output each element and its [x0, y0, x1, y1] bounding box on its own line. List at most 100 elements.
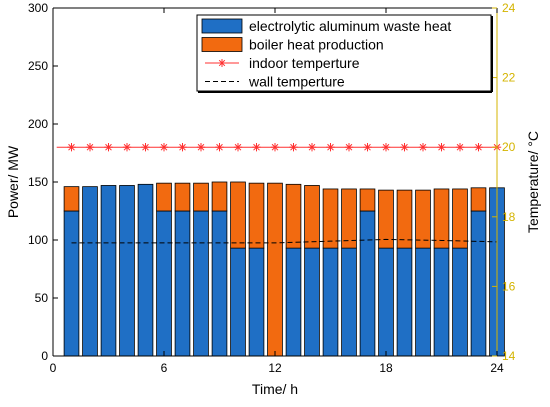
indoor-temperature-marker-5 [141, 143, 150, 152]
bar-waste-heat-13 [285, 247, 302, 357]
legend-item-boiler: boiler heat production [201, 37, 384, 53]
bar-boiler-17 [359, 188, 376, 212]
y-tick-label: 300 [28, 1, 48, 15]
indoor-temperature-marker-2 [85, 143, 95, 152]
wall-temperature-line [71, 238, 498, 244]
y-tick-label: 200 [28, 117, 48, 131]
bar-boiler-15 [322, 188, 339, 249]
indoor-temperature-marker-23 [474, 143, 483, 152]
bar-waste-heat-18 [378, 247, 394, 357]
y-tick-label: 50 [35, 291, 49, 305]
bar-boiler-11 [248, 182, 265, 249]
x-tick-label: 0 [50, 361, 57, 375]
bar-boiler-22 [452, 188, 468, 249]
indoor-temperature-marker-20 [418, 143, 428, 152]
indoor-temperature-marker-10 [233, 143, 243, 152]
bar-waste-heat-3 [100, 185, 117, 357]
y2-tick-label: 20 [502, 140, 516, 154]
indoor-temperature-marker-13 [289, 143, 298, 152]
legend-item-wall-temperature: wall temperture [205, 74, 345, 90]
x-tick-label: 18 [379, 361, 393, 375]
bar-boiler-6 [156, 182, 172, 212]
bar-waste-heat-4 [119, 185, 135, 357]
y2-tick-label: 18 [502, 210, 516, 224]
y-tick-label: 100 [28, 233, 48, 247]
bar-waste-heat-2 [82, 186, 98, 357]
legend-label-waste-heat: electrolytic aluminum waste heat [249, 18, 451, 34]
y2-tick-label: 16 [502, 279, 516, 293]
bar-waste-heat-5 [137, 183, 154, 357]
y-tick-label: 250 [28, 59, 48, 73]
indoor-temperature-marker-19 [400, 143, 409, 152]
indoor-temperature-marker-21 [437, 143, 446, 152]
legend-swatch-boiler [201, 37, 243, 52]
bar-waste-heat-6 [156, 210, 172, 357]
indoor-temperature-marker-1 [67, 143, 76, 152]
y-tick-label: 0 [41, 349, 48, 363]
legend-item-waste-heat: electrolytic aluminum waste heat [201, 18, 451, 34]
bar-waste-heat-22 [452, 247, 468, 357]
bar-boiler-9 [211, 181, 228, 212]
y-tick-label: 150 [28, 175, 48, 189]
bar-waste-heat-14 [304, 247, 320, 357]
indoor-temperature-marker-9 [215, 143, 224, 152]
x-tick-label: 24 [490, 361, 504, 375]
bar-boiler-23 [470, 187, 487, 212]
indoor-temperature-marker-18 [381, 143, 391, 152]
indoor-temperature-marker-17 [363, 143, 372, 152]
indoor-temperature-marker-7 [178, 143, 187, 152]
bar-boiler-7 [174, 182, 191, 212]
indoor-temperature-marker-8 [196, 143, 206, 152]
bar-waste-heat-16 [341, 247, 357, 357]
bar-boiler-13 [285, 183, 302, 249]
legend-label-indoor-temperature: indoor temperture [249, 55, 360, 71]
axes-group: 0 6 12 18 24 0 50 100 150 200 250 300 14 16 18 20 22 24 [28, 1, 516, 375]
bar-boiler-18 [378, 189, 394, 249]
bar-boiler-1 [63, 186, 80, 212]
bar-waste-heat-9 [211, 210, 228, 357]
indoor-temperature-marker-11 [252, 143, 261, 152]
indoor-temperature-marker-4 [122, 143, 132, 152]
bars-group [63, 181, 505, 357]
bar-waste-heat-8 [193, 210, 209, 357]
bar-waste-heat-15 [322, 247, 339, 357]
indoor-temperature-marker-15 [326, 143, 335, 152]
bar-boiler-19 [396, 189, 413, 249]
y2-tick-label: 14 [502, 349, 516, 363]
bar-boiler-14 [304, 185, 320, 249]
indoor-temperature-marker-22 [455, 143, 465, 152]
indoor-temperature-marker-12 [270, 143, 280, 152]
indoor-temperature-marker-16 [344, 143, 354, 152]
bar-waste-heat-17 [359, 210, 376, 357]
bar-waste-heat-21 [433, 247, 450, 357]
indoor-temperature-marker-14 [307, 143, 317, 152]
y2-axis-label: Temperature/ °C [525, 131, 541, 233]
bar-boiler-10 [230, 181, 246, 249]
bar-waste-heat-19 [396, 247, 413, 357]
legend-item-indoor-temperature: indoor temperture [205, 55, 360, 71]
x-tick-label: 6 [161, 361, 168, 375]
x-axis-label: Time/ h [252, 381, 298, 397]
bar-waste-heat-20 [415, 247, 431, 357]
legend-label-wall-temperature: wall temperture [248, 74, 345, 90]
bar-waste-heat-11 [248, 247, 265, 357]
y2-tick-label: 24 [502, 1, 516, 15]
x-tick-label: 12 [268, 361, 282, 375]
bar-boiler-21 [433, 188, 450, 249]
bar-boiler-12 [267, 182, 283, 357]
bar-boiler-16 [341, 188, 357, 249]
indoor-temperature-marker-3 [104, 143, 113, 152]
y2-tick-label: 22 [502, 71, 516, 85]
bar-waste-heat-10 [230, 247, 246, 357]
legend: electrolytic aluminum waste heat boiler h… [196, 14, 493, 93]
bar-waste-heat-7 [174, 210, 191, 357]
bar-waste-heat-23 [470, 210, 487, 357]
bar-boiler-20 [415, 189, 431, 249]
bar-boiler-8 [193, 182, 209, 212]
indoor-temperature-marker-6 [159, 143, 169, 152]
legend-label-boiler: boiler heat production [249, 37, 384, 53]
legend-swatch-waste-heat [201, 18, 243, 34]
bar-waste-heat-1 [63, 210, 80, 357]
lines-group [56, 143, 502, 244]
